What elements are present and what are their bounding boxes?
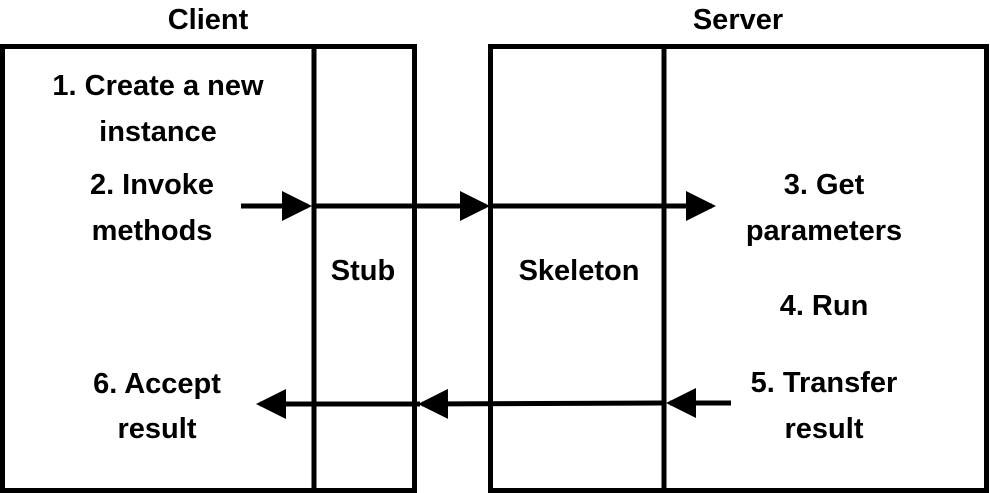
step-transfer-result-line1: 5. Transfer [751,367,898,399]
server-heading: Server [693,4,783,36]
step-invoke-methods-line2: methods [92,215,213,247]
stub-label: Stub [331,255,395,287]
step-create-instance-line1: 1. Create a new [52,70,264,102]
step-get-parameters-line2: parameters [746,215,902,247]
skeleton-label: Skeleton [519,255,640,287]
step-get-parameters-line1: 3. Get [784,169,865,201]
response-arrow-to-stub [418,388,663,419]
step-invoke-methods-line1: 2. Invoke [90,169,214,201]
step-transfer-result-line2: result [785,413,864,445]
step-accept-result-line1: 6. Accept [93,368,221,400]
step-create-instance-line2: instance [99,116,217,148]
client-heading: Client [168,4,249,36]
step-run: 4. Run [780,290,869,322]
server-box [488,44,989,493]
step-accept-result-line2: result [118,413,197,445]
client-box [0,44,417,493]
